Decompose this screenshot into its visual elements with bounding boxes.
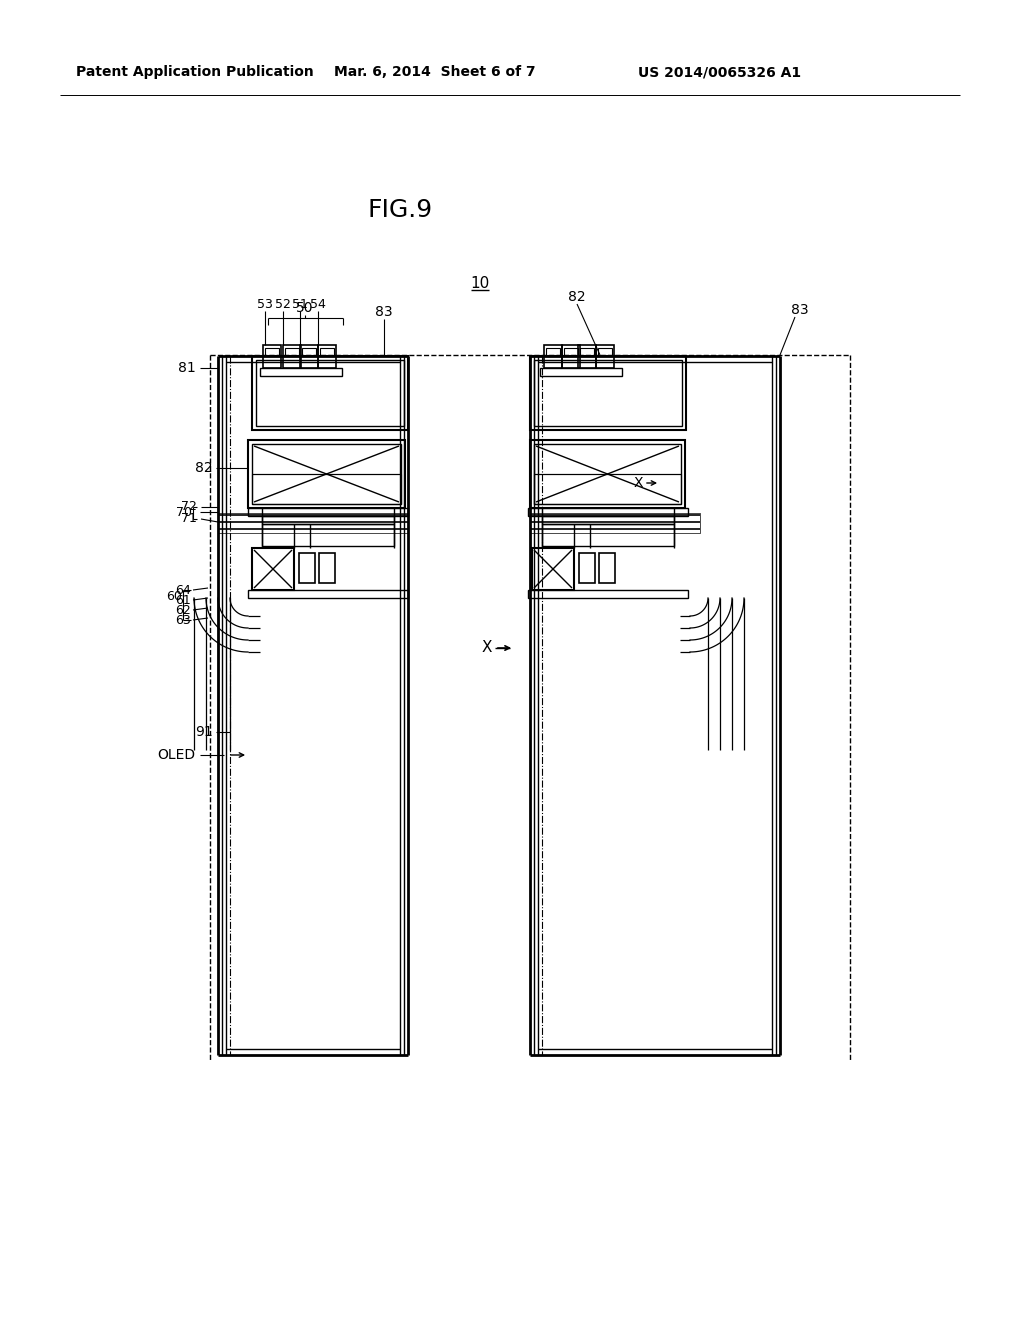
Text: Mar. 6, 2014  Sheet 6 of 7: Mar. 6, 2014 Sheet 6 of 7: [334, 65, 536, 79]
Text: 81: 81: [178, 360, 196, 375]
Bar: [283, 345, 301, 368]
Text: OLED: OLED: [157, 748, 195, 762]
Text: 82: 82: [568, 290, 586, 304]
Bar: [534, 360, 682, 426]
Text: 63: 63: [175, 614, 191, 627]
Text: 62: 62: [175, 603, 191, 616]
Bar: [300, 345, 318, 368]
Bar: [252, 444, 401, 504]
Bar: [528, 508, 688, 516]
Bar: [534, 474, 681, 504]
Text: X: X: [481, 640, 492, 656]
Text: 52: 52: [275, 298, 291, 312]
Text: 53: 53: [257, 298, 273, 312]
Bar: [579, 553, 595, 583]
Bar: [248, 440, 406, 508]
Text: 83: 83: [792, 304, 809, 317]
Bar: [578, 345, 596, 368]
Bar: [252, 474, 401, 504]
Bar: [598, 348, 612, 356]
Bar: [318, 345, 336, 368]
Bar: [248, 590, 408, 598]
Text: 70: 70: [176, 506, 193, 519]
Bar: [302, 348, 316, 356]
Bar: [530, 513, 700, 533]
Text: 83: 83: [375, 305, 393, 319]
Bar: [562, 345, 580, 368]
Text: 64: 64: [175, 583, 191, 597]
Text: Patent Application Publication: Patent Application Publication: [76, 65, 314, 79]
Bar: [530, 440, 685, 508]
Bar: [564, 348, 578, 356]
Bar: [532, 548, 574, 590]
Bar: [528, 590, 688, 598]
Bar: [248, 508, 408, 516]
Bar: [218, 513, 408, 533]
Bar: [319, 348, 334, 356]
Bar: [540, 368, 622, 376]
Text: 82: 82: [196, 461, 213, 475]
Text: 50: 50: [296, 301, 313, 315]
Bar: [262, 516, 394, 524]
Bar: [530, 356, 686, 430]
Bar: [265, 348, 279, 356]
Bar: [252, 356, 408, 430]
Bar: [256, 360, 404, 426]
Bar: [542, 516, 674, 524]
Text: 51: 51: [292, 298, 308, 312]
Text: 71: 71: [181, 512, 197, 525]
Text: US 2014/0065326 A1: US 2014/0065326 A1: [638, 65, 802, 79]
Bar: [285, 348, 299, 356]
Bar: [580, 348, 594, 356]
Bar: [596, 345, 614, 368]
Bar: [260, 368, 342, 376]
Bar: [534, 444, 681, 504]
Text: 72: 72: [181, 500, 197, 513]
Text: 10: 10: [470, 276, 489, 290]
Text: 54: 54: [310, 298, 326, 312]
Text: X: X: [634, 477, 643, 490]
Bar: [263, 345, 281, 368]
Bar: [599, 553, 615, 583]
Bar: [546, 348, 560, 356]
Bar: [262, 524, 394, 546]
Text: 91: 91: [196, 725, 213, 739]
Bar: [299, 553, 315, 583]
Bar: [319, 553, 335, 583]
Bar: [252, 548, 294, 590]
Text: FIG.9: FIG.9: [368, 198, 432, 222]
Text: 60: 60: [166, 590, 182, 602]
Bar: [544, 345, 562, 368]
Bar: [542, 524, 674, 546]
Text: 61: 61: [175, 594, 191, 606]
